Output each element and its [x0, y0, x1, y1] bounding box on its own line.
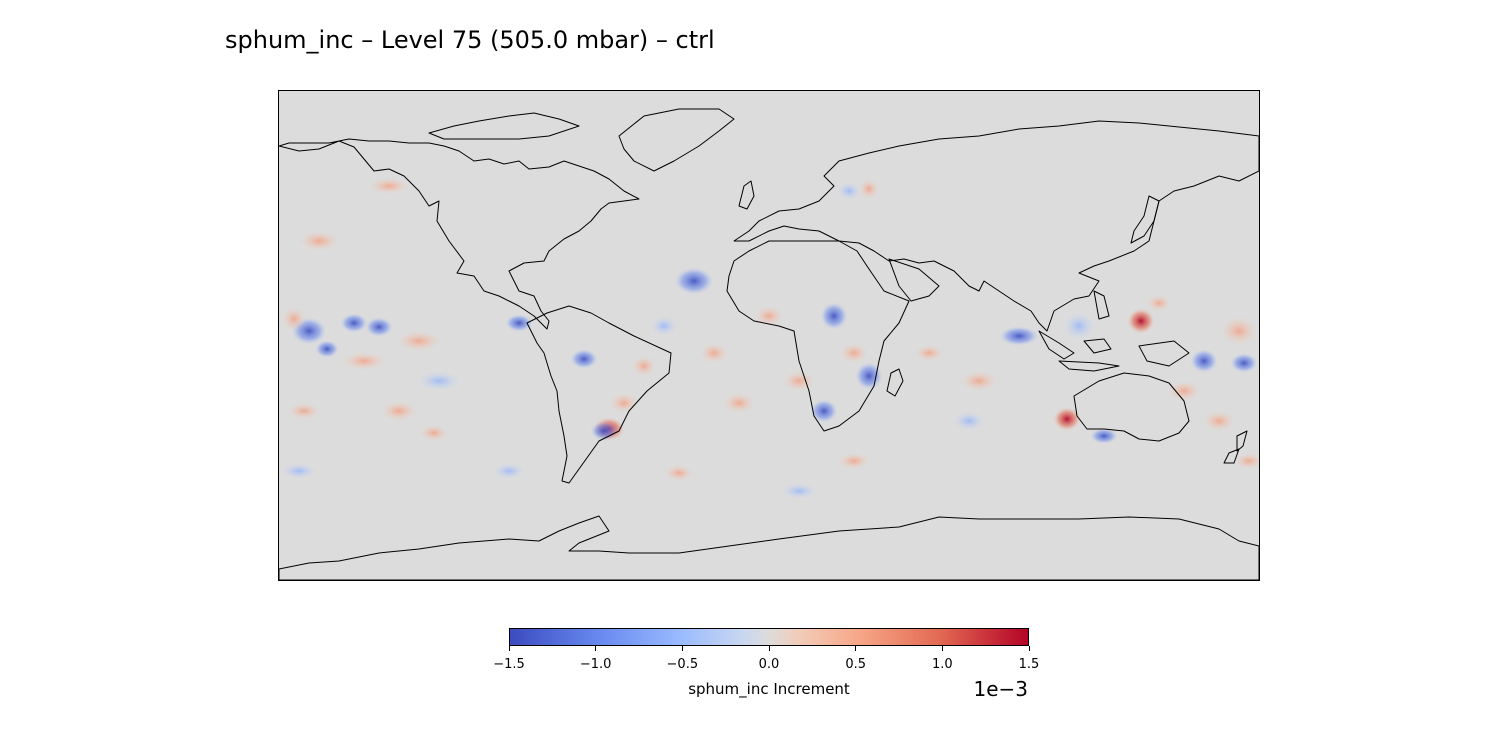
colorbar-tick-label: 0.0: [758, 657, 780, 672]
colorbar-tick-mark: [768, 646, 770, 651]
colorbar: [509, 628, 1029, 646]
coast-australia: [1073, 372, 1190, 442]
map-panel: [278, 90, 1260, 581]
coast-japan: [1130, 195, 1160, 244]
coastlines: [279, 108, 1259, 580]
colorbar-tick-mark: [681, 646, 683, 651]
colorbar-tick-mark: [855, 646, 857, 651]
coast-africa: [726, 240, 910, 432]
coast-antarctica: [279, 515, 1259, 580]
colorbar-tick-mark: [1028, 646, 1030, 651]
colorbar-tick-label: 1.5: [1018, 657, 1040, 672]
colorbar-tick-label: −0.5: [666, 657, 699, 672]
coast-north-america: [279, 138, 640, 330]
coast-south-america: [526, 305, 672, 484]
coast-maritime-continent: [1038, 290, 1190, 372]
colorbar-scale-factor: 1e−3: [973, 677, 1028, 701]
colorbar-tick-mark: [941, 646, 943, 651]
colorbar-tick-mark: [508, 646, 510, 651]
colorbar-tick-label: 1.0: [931, 657, 953, 672]
coast-uk: [738, 180, 755, 210]
coast-new-zealand: [1223, 430, 1248, 464]
colorbar-tick-label: −1.0: [579, 657, 612, 672]
colorbar-tick-label: 0.5: [845, 657, 866, 672]
coast-madagascar: [886, 368, 904, 397]
colorbar-tick-label: −1.5: [493, 657, 525, 672]
increment-field: [281, 178, 1259, 499]
coast-greenland: [618, 108, 735, 172]
coast-arabia: [888, 258, 940, 302]
map-canvas: [279, 108, 1259, 580]
coast-arctic-islands: [428, 112, 580, 140]
coast-eurasia: [733, 120, 1259, 332]
colorbar-tick-mark: [595, 646, 597, 651]
colorbar-label: sphum_inc Increment: [688, 680, 850, 698]
plot-title: sphum_inc – Level 75 (505.0 mbar) – ctrl: [225, 26, 715, 54]
